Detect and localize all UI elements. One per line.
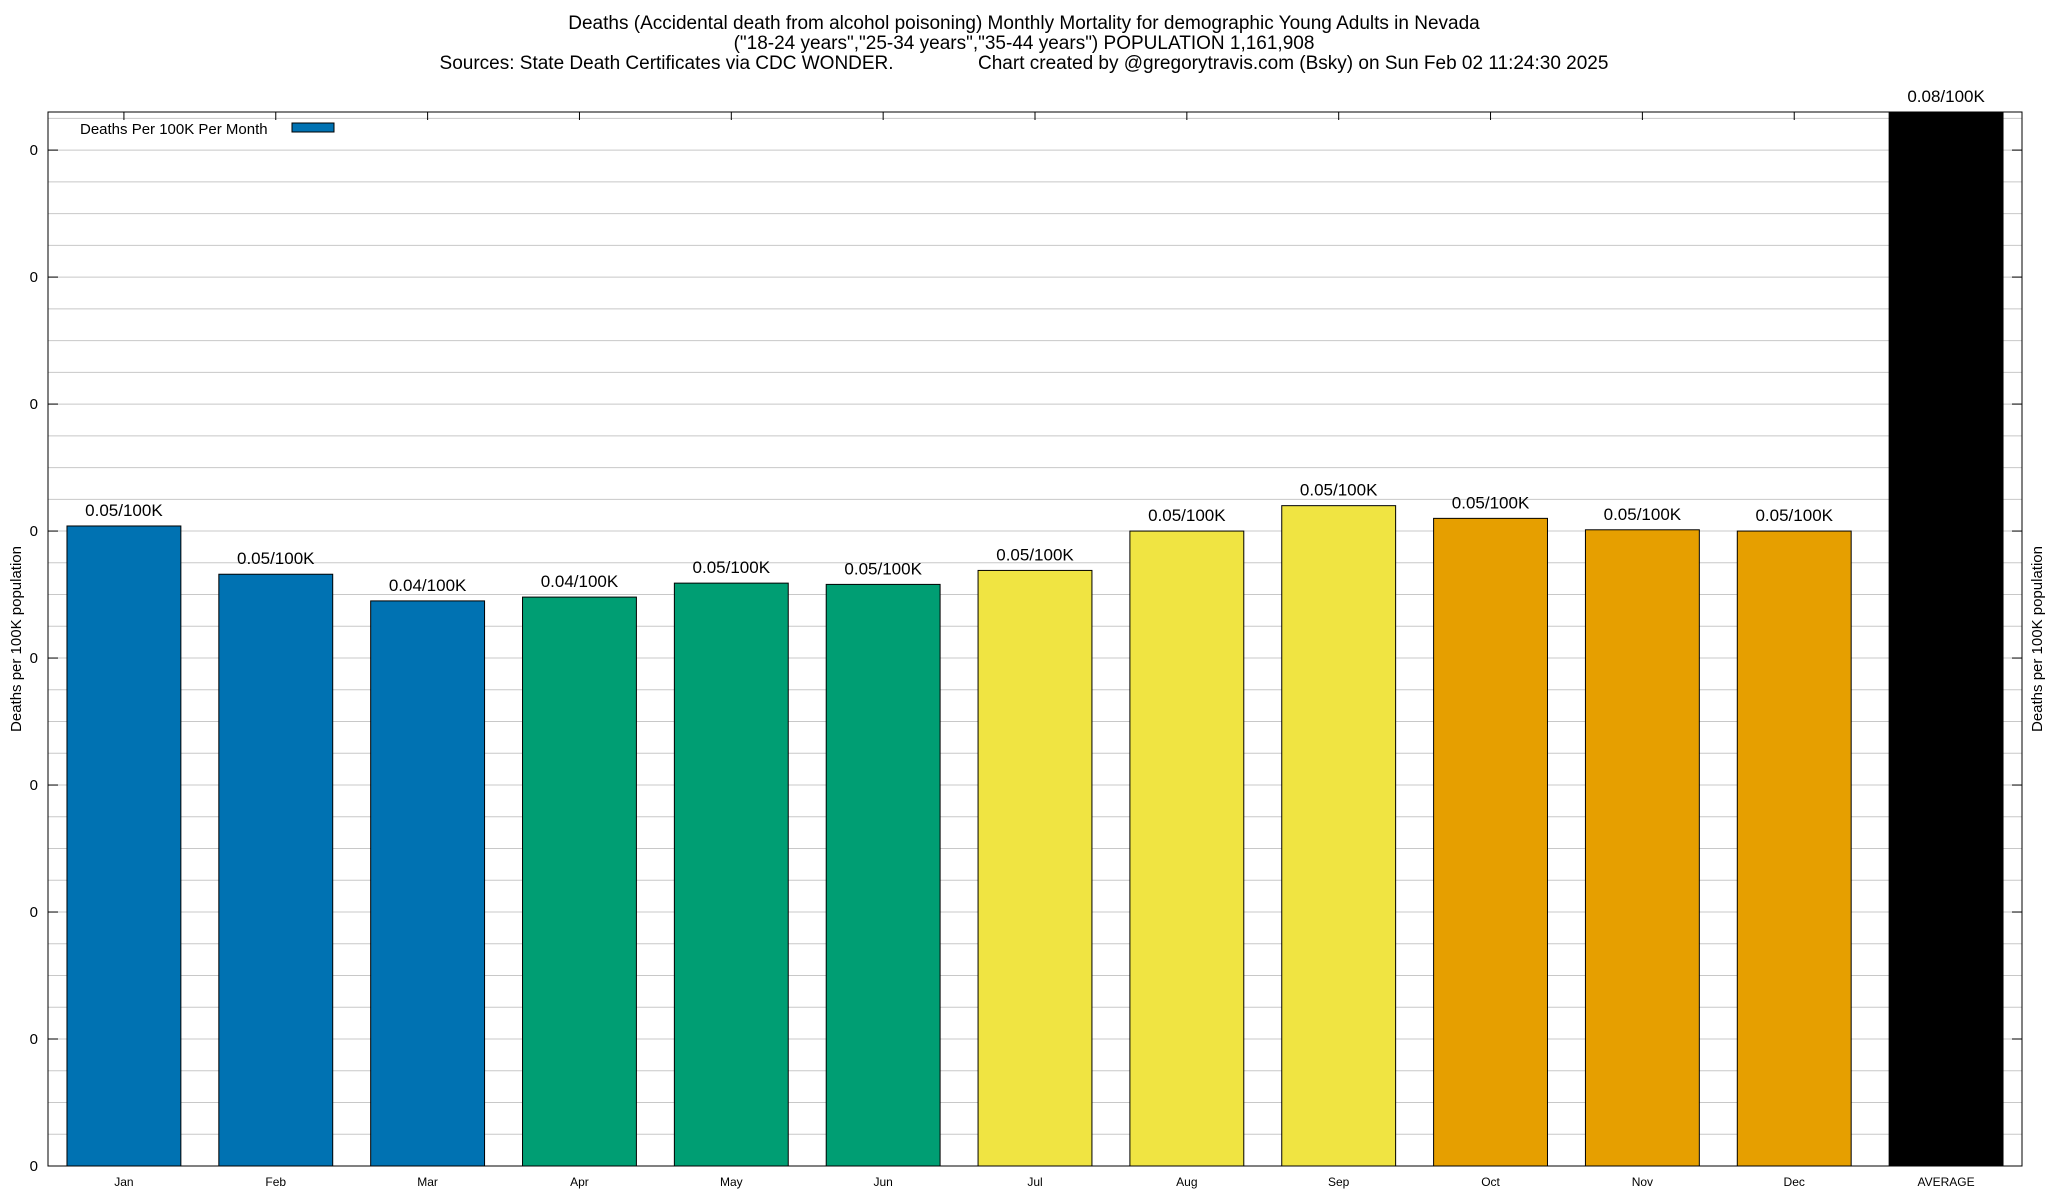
bar-data-label: 0.05/100K (1300, 481, 1378, 500)
x-tick-label: Jan (114, 1175, 133, 1189)
bar (825, 583, 941, 1167)
bar (1433, 517, 1548, 1167)
bar-data-label: 0.05/100K (1755, 506, 1833, 525)
chart-title-block: Deaths (Accidental death from alcohol po… (0, 14, 2048, 74)
x-tick-label: May (720, 1175, 743, 1189)
bar-data-label: 0.05/100K (996, 545, 1074, 564)
legend-label: Deaths Per 100K Per Month (80, 121, 268, 138)
bar-data-label: 0.04/100K (541, 572, 619, 591)
chart-title: Deaths (Accidental death from alcohol po… (568, 13, 1480, 34)
plot-frame (47, 111, 2023, 1167)
x-tick-label: AVERAGE (1918, 1175, 1975, 1189)
x-tick-label: Dec (1784, 1175, 1805, 1189)
x-axis-label: Month (1014, 1198, 1056, 1200)
y-axis-label: Deaths per 100K population (8, 546, 25, 732)
y2-axis-label: Deaths per 100K population (2029, 546, 2046, 732)
x-tick-label: Apr (570, 1175, 589, 1189)
bar (66, 525, 182, 1167)
y-tick-label: 0 (30, 904, 38, 921)
x-tick-label: Feb (265, 1175, 286, 1189)
x-tick-label: Jul (1027, 1175, 1042, 1189)
bar (370, 600, 486, 1167)
bar (1888, 111, 2004, 1167)
y-tick-label: 0 (30, 650, 38, 667)
x-tick-label: Aug (1176, 1175, 1197, 1189)
bar-data-label: 0.08/100K (1907, 87, 1985, 106)
bar (1129, 530, 1245, 1167)
bar (673, 582, 789, 1167)
bar (522, 596, 637, 1167)
bar-data-label: 0.05/100K (85, 501, 163, 520)
bar-data-label: 0.05/100K (844, 559, 922, 578)
y-tick-label: 0 (30, 269, 38, 286)
bar-data-label: 0.05/100K (1604, 505, 1682, 524)
bar-data-label: 0.05/100K (1148, 506, 1226, 525)
y-tick-label: 0 (30, 1031, 38, 1048)
x-tick-label: Mar (417, 1175, 438, 1189)
y-tick-label: 0 (30, 523, 38, 540)
bar (218, 573, 334, 1167)
bar-data-label: 0.05/100K (693, 558, 771, 577)
bar (1281, 505, 1397, 1167)
x-tick-label: Jun (873, 1175, 892, 1189)
y-tick-label: 0 (30, 396, 38, 413)
bar-data-label: 0.04/100K (389, 576, 467, 595)
bar-data-label: 0.05/100K (237, 549, 315, 568)
chart-sources: Sources: State Death Certificates via CD… (439, 53, 1609, 74)
chart-subtitle: ("18-24 years","25-34 years","35-44 year… (733, 33, 1315, 54)
bar-data-label: 0.05/100K (1452, 493, 1530, 512)
x-tick-label: Oct (1481, 1175, 1500, 1189)
legend-swatch (291, 122, 335, 133)
x-tick-label: Nov (1632, 1175, 1653, 1189)
bar (1736, 530, 1852, 1167)
bar (977, 569, 1093, 1167)
x-tick-label: Sep (1328, 1175, 1350, 1189)
bar (1584, 529, 1700, 1167)
y-tick-label: 0 (30, 142, 38, 159)
y-tick-label: 0 (30, 1158, 38, 1175)
y-tick-label: 0 (30, 777, 38, 794)
